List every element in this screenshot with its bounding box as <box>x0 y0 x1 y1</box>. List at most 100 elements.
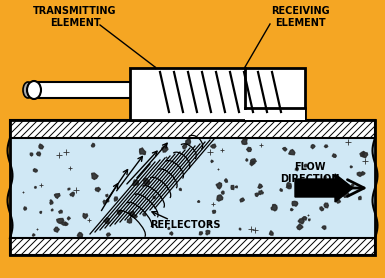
Polygon shape <box>106 194 108 197</box>
Polygon shape <box>295 168 298 171</box>
Polygon shape <box>325 145 328 148</box>
Polygon shape <box>289 150 295 155</box>
Bar <box>245 108 305 120</box>
Polygon shape <box>357 172 362 176</box>
Polygon shape <box>211 160 213 162</box>
Polygon shape <box>291 208 293 211</box>
Polygon shape <box>103 200 106 204</box>
Polygon shape <box>231 185 234 189</box>
Polygon shape <box>287 182 291 187</box>
Polygon shape <box>362 172 365 175</box>
Polygon shape <box>170 232 173 235</box>
Polygon shape <box>298 219 304 224</box>
Text: FLOW
DIRECTION: FLOW DIRECTION <box>280 162 340 184</box>
Text: TRANSMITTING
ELEMENT: TRANSMITTING ELEMENT <box>33 6 117 28</box>
Polygon shape <box>132 180 138 185</box>
Polygon shape <box>32 234 35 236</box>
Polygon shape <box>311 145 315 148</box>
Polygon shape <box>92 143 95 147</box>
Bar <box>10 120 375 255</box>
Bar <box>10 138 375 238</box>
Polygon shape <box>68 188 70 190</box>
Polygon shape <box>51 209 53 211</box>
Polygon shape <box>57 219 64 224</box>
Ellipse shape <box>27 81 41 99</box>
Polygon shape <box>114 197 117 201</box>
Polygon shape <box>179 188 181 190</box>
Polygon shape <box>54 227 59 232</box>
Polygon shape <box>206 230 210 235</box>
Polygon shape <box>95 188 100 192</box>
Polygon shape <box>236 186 237 188</box>
Polygon shape <box>270 231 273 235</box>
Polygon shape <box>324 177 326 178</box>
Ellipse shape <box>23 82 33 98</box>
Polygon shape <box>350 166 352 168</box>
Polygon shape <box>224 179 228 182</box>
Polygon shape <box>33 169 37 172</box>
Polygon shape <box>186 140 191 144</box>
Bar <box>10 238 375 255</box>
Polygon shape <box>40 212 42 213</box>
Polygon shape <box>162 147 168 152</box>
Polygon shape <box>107 233 110 236</box>
Polygon shape <box>168 227 170 229</box>
Polygon shape <box>251 159 256 164</box>
Polygon shape <box>250 161 255 166</box>
Polygon shape <box>292 201 298 206</box>
Polygon shape <box>332 154 336 157</box>
Polygon shape <box>24 207 27 210</box>
Polygon shape <box>259 190 263 195</box>
Text: REFLECTORS: REFLECTORS <box>150 220 220 230</box>
Polygon shape <box>239 228 241 230</box>
Polygon shape <box>258 184 262 188</box>
Polygon shape <box>70 192 74 197</box>
Polygon shape <box>352 184 354 187</box>
Polygon shape <box>362 152 368 158</box>
Polygon shape <box>211 144 216 148</box>
Polygon shape <box>153 196 155 198</box>
Polygon shape <box>322 226 326 229</box>
Polygon shape <box>198 200 199 202</box>
Polygon shape <box>30 153 33 156</box>
Polygon shape <box>255 193 258 197</box>
Bar <box>130 68 305 120</box>
Bar <box>10 120 375 138</box>
Polygon shape <box>59 210 62 213</box>
Polygon shape <box>182 144 187 149</box>
Polygon shape <box>358 197 361 200</box>
Polygon shape <box>297 224 303 230</box>
Polygon shape <box>242 138 247 145</box>
Polygon shape <box>144 178 150 184</box>
Polygon shape <box>104 218 109 224</box>
Polygon shape <box>199 232 203 235</box>
Polygon shape <box>67 217 70 220</box>
Bar <box>34 82 130 98</box>
Polygon shape <box>62 222 66 225</box>
Polygon shape <box>309 219 310 221</box>
Polygon shape <box>336 200 340 203</box>
FancyArrow shape <box>295 174 353 202</box>
Polygon shape <box>283 148 287 151</box>
Polygon shape <box>83 214 88 219</box>
Polygon shape <box>143 213 146 216</box>
Polygon shape <box>39 144 44 149</box>
Polygon shape <box>216 183 222 189</box>
Polygon shape <box>37 152 40 156</box>
Polygon shape <box>209 222 211 224</box>
Polygon shape <box>280 189 282 191</box>
Polygon shape <box>339 185 343 189</box>
Polygon shape <box>271 205 277 211</box>
Polygon shape <box>134 215 137 218</box>
Polygon shape <box>343 191 349 197</box>
Polygon shape <box>35 187 36 188</box>
Polygon shape <box>65 222 68 225</box>
Text: RECEIVING
ELEMENT: RECEIVING ELEMENT <box>271 6 329 28</box>
Polygon shape <box>50 200 52 201</box>
Polygon shape <box>324 203 328 208</box>
Polygon shape <box>360 152 364 156</box>
Polygon shape <box>247 147 251 152</box>
Polygon shape <box>213 210 216 213</box>
Polygon shape <box>54 194 60 198</box>
Polygon shape <box>107 199 109 202</box>
